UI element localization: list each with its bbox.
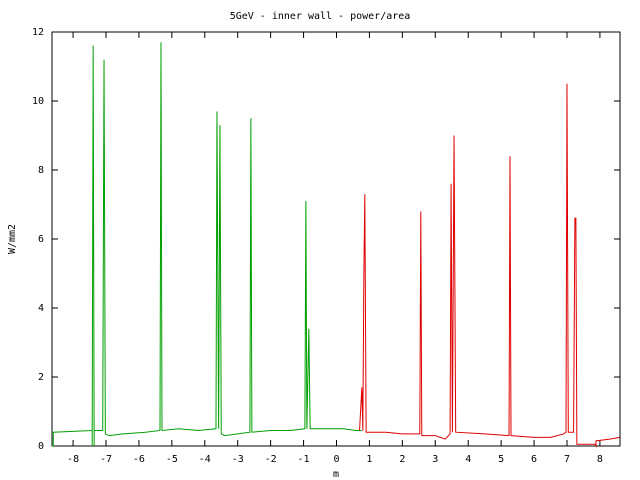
x-tick-label: -4 xyxy=(199,454,211,465)
x-tick-label: 0 xyxy=(333,454,339,465)
y-axis-label: W/mm2 xyxy=(7,224,18,254)
plot-frame xyxy=(51,31,621,447)
x-tick-label: 6 xyxy=(531,454,537,465)
x-tick-label: 2 xyxy=(399,454,405,465)
y-tick-label: 0 xyxy=(38,441,44,452)
chart-title: 5GeV - inner wall - power/area xyxy=(230,11,411,22)
x-tick-label: 7 xyxy=(564,454,570,465)
x-tick-label: -1 xyxy=(298,454,310,465)
data-line xyxy=(359,83,620,448)
x-tick-label: -6 xyxy=(133,454,145,465)
y-tick-label: 6 xyxy=(38,234,44,245)
y-tick-label: 8 xyxy=(38,165,44,176)
y-tick-label: 12 xyxy=(32,27,44,38)
y-tick-label: 2 xyxy=(38,372,44,383)
y-tick-label: 10 xyxy=(32,96,44,107)
x-tick-label: 1 xyxy=(366,454,372,465)
x-tick-label: 3 xyxy=(432,454,438,465)
x-axis-label: m xyxy=(333,469,339,480)
x-tick-label: 5 xyxy=(498,454,504,465)
x-tick-label: 4 xyxy=(465,454,471,465)
x-tick-label: -8 xyxy=(67,454,79,465)
data-line xyxy=(52,42,362,447)
x-tick-label: -2 xyxy=(265,454,277,465)
x-tick-label: -3 xyxy=(232,454,244,465)
x-tick-label: -5 xyxy=(166,454,178,465)
x-tick-label: 8 xyxy=(597,454,603,465)
y-tick-label: 4 xyxy=(38,303,44,314)
x-tick-label: -7 xyxy=(100,454,112,465)
